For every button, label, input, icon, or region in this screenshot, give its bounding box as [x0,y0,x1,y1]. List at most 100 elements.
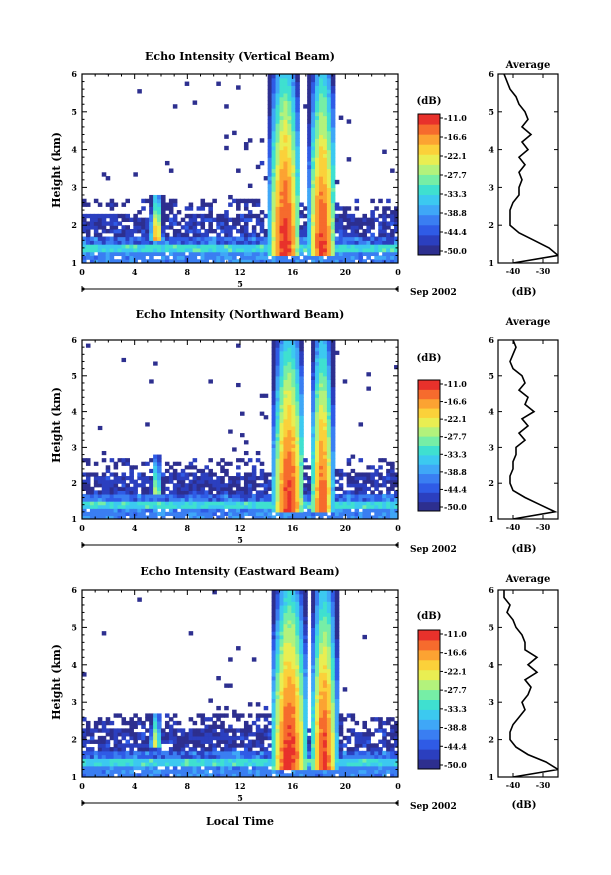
heatmap-cell [263,501,269,506]
heatmap-cell [287,425,292,431]
heatmap-cell [236,754,241,759]
heatmap-cell [204,247,209,253]
heatmap-cell [315,623,320,628]
heatmap-cell [145,461,150,466]
heatmap-cell [97,501,103,506]
heatmap-cell [97,247,103,253]
heatmap-cell [295,164,300,170]
heatmap-cell [366,247,371,253]
heatmap-cell [350,479,356,484]
heatmap-cell [251,497,257,502]
heatmap-cell [204,228,209,234]
heatmap-cell [259,259,265,263]
heatmap-cell [283,379,288,384]
heatmap-cell [275,612,281,617]
heatmap-cell [208,486,213,491]
heatmap-cell [125,217,130,223]
heatmap-cell [307,157,312,162]
heatmap-cell [224,705,229,711]
heatmap-cell [271,236,277,241]
heatmap-cell [216,762,221,767]
heatmap-cell [271,361,277,366]
heatmap-cell [188,497,194,502]
heatmap-cell [319,604,324,610]
heatmap-cell [89,515,95,519]
heatmap-cell [346,504,352,509]
heatmap-cell [291,750,296,756]
heatmap-cell [85,472,91,477]
date-bar-marker [395,543,399,547]
heatmap-cell [192,213,198,219]
heatmap-cell [240,515,245,519]
heatmap-cell [346,515,352,519]
heatmap-cell [287,690,292,696]
average-y-tick-label: 6 [488,69,494,79]
heatmap-cell [113,515,119,519]
heatmap-cell [358,490,364,495]
heatmap-cell [322,179,328,185]
heatmap-cell [129,251,134,257]
heatmap-cell [291,411,296,416]
heatmap-cell [125,247,130,253]
heatmap-cell [275,123,281,128]
heatmap-cell [172,747,178,752]
heatmap-cell [295,762,300,767]
heatmap-cell [295,702,300,707]
heatmap-cell [394,213,398,219]
heatmap-cell [311,472,316,477]
heatmap-cell [97,743,103,748]
heatmap-cell [113,225,119,230]
heatmap-cell [291,347,296,352]
heatmap-cell [299,343,304,348]
heatmap-cell [137,225,142,230]
heatmap-cell [243,202,249,207]
heatmap-cell [303,604,308,610]
heatmap-cell [117,244,123,249]
heatmap-cell [275,653,281,658]
heatmap-cell [145,251,150,257]
heatmap-cell [259,236,265,241]
heatmap-cell [334,240,340,245]
heatmap-cell [315,232,320,238]
heatmap-cell [315,649,320,655]
heatmap-cell [299,340,304,345]
heatmap-cell [295,732,300,737]
heatmap-cell [243,762,249,767]
heatmap-cell [350,497,356,502]
heatmap-cell [322,123,328,128]
heatmap-cell [196,750,202,756]
heatmap-cell [85,501,91,506]
heatmap-cell [279,111,285,117]
heatmap-cell [236,168,241,173]
heatmap-cell [220,497,225,502]
heatmap-cell [322,454,328,459]
heatmap-cell [366,244,371,249]
heatmap-cell [267,179,273,185]
heatmap-cell [208,490,213,495]
heatmap-cell [267,96,273,102]
heatmap-cell [172,476,178,481]
heatmap-cell [224,104,229,109]
colorbar-segment [418,244,440,256]
heatmap-cell [97,511,103,517]
heatmap-cell [311,221,316,226]
heatmap-cell [299,390,304,395]
heatmap-cell [307,77,312,83]
heatmap-cell [279,400,285,406]
heatmap-cell [161,493,166,499]
heatmap-cell [299,679,304,685]
heatmap-cell [200,713,206,718]
heatmap-cell [184,465,190,470]
heatmap-cell [243,145,249,151]
heatmap-cell [164,493,170,499]
heatmap-cell [105,244,111,249]
heatmap-cell [315,702,320,707]
heatmap-cell [279,85,285,90]
heatmap-cell [287,134,292,139]
heatmap-cell [168,210,174,215]
heatmap-cell [105,754,111,759]
heatmap-cell [350,501,356,506]
heatmap-cell [271,447,277,452]
heatmap-cell [346,461,352,466]
heatmap-cell [283,698,288,703]
